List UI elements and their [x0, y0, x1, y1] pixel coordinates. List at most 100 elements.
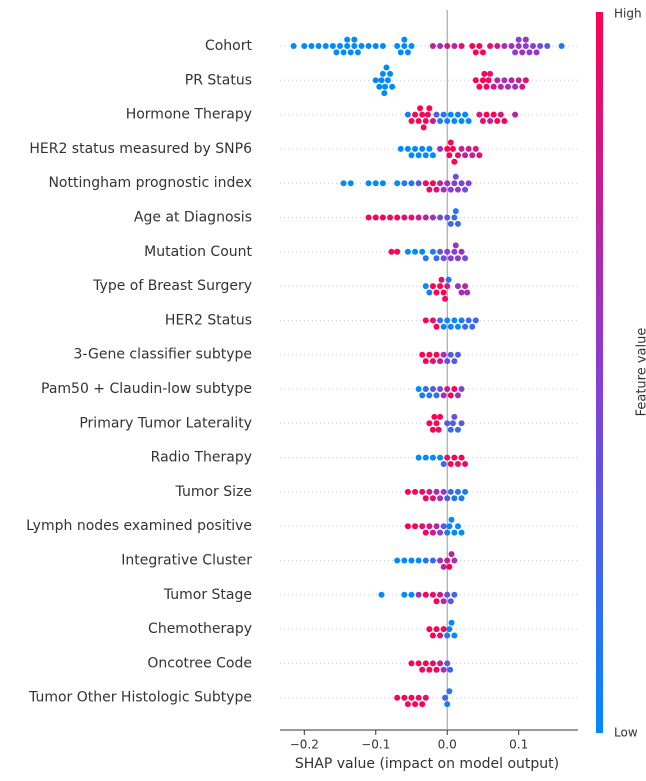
shap-dot	[476, 83, 483, 90]
shap-dot	[437, 660, 444, 667]
shap-dot	[382, 83, 389, 90]
shap-dot	[422, 152, 429, 159]
shap-dot	[420, 124, 427, 131]
shap-dot	[447, 111, 454, 118]
shap-dot	[404, 111, 411, 118]
feature-label: Chemotherapy	[148, 621, 252, 637]
shap-dot	[508, 77, 515, 84]
feature-label: Oncotree Code	[147, 655, 252, 671]
shap-dot	[437, 591, 444, 598]
feature-label: Hormone Therapy	[126, 107, 252, 123]
shap-dot	[412, 145, 419, 152]
x-tick-label: 0.0	[438, 738, 457, 752]
shap-dot	[429, 454, 436, 461]
shap-dot	[437, 632, 444, 639]
shap-dot	[426, 420, 433, 427]
shap-dot	[451, 386, 458, 392]
shap-dot	[322, 43, 329, 49]
feature-label: Tumor Other Histologic Subtype	[28, 690, 252, 706]
shap-dot	[389, 83, 396, 90]
shap-dot	[447, 351, 454, 358]
shap-dot	[437, 214, 444, 221]
shap-dot	[440, 186, 447, 193]
x-axis-label: SHAP value (impact on model output)	[295, 756, 559, 772]
shap-dot	[437, 454, 444, 461]
shap-dot	[448, 551, 455, 558]
shap-dot	[451, 248, 458, 255]
shap-dot	[437, 557, 444, 564]
shap-dot	[447, 598, 454, 605]
shap-dot	[472, 77, 479, 84]
shap-dot	[404, 248, 411, 255]
shap-dot	[419, 392, 426, 399]
shap-dot	[446, 523, 453, 530]
shap-dot	[433, 289, 440, 296]
shap-dot	[529, 43, 536, 49]
shap-dot	[426, 105, 433, 112]
shap-dot	[448, 516, 455, 523]
feature-label: HER2 Status	[165, 312, 252, 328]
shap-dot	[429, 591, 436, 598]
shap-dot	[372, 180, 379, 187]
shap-dot	[444, 420, 451, 427]
shap-dot	[462, 323, 469, 330]
shap-dot	[433, 255, 440, 262]
shap-dot	[437, 317, 444, 324]
feature-label: Radio Therapy	[151, 450, 252, 466]
shap-dot	[429, 386, 436, 392]
shap-dot	[487, 70, 494, 77]
shap-dot	[512, 83, 519, 90]
shap-dot	[419, 488, 426, 495]
shap-dot	[449, 420, 456, 427]
shap-dot	[429, 358, 436, 365]
shap-dot	[451, 43, 458, 49]
shap-dot	[454, 152, 461, 159]
shap-dot	[351, 43, 358, 49]
shap-dot	[472, 317, 479, 324]
shap-dot	[454, 111, 461, 118]
shap-dot	[388, 248, 395, 255]
shap-dot	[444, 214, 451, 221]
shap-dot	[444, 660, 451, 667]
shap-dot	[501, 43, 508, 49]
shap-dot	[446, 626, 453, 633]
shap-dot	[387, 70, 394, 77]
shap-dot	[440, 563, 447, 570]
shap-dot	[522, 43, 529, 49]
shap-dot	[504, 83, 511, 90]
shap-dot	[458, 386, 465, 392]
shap-dot	[451, 495, 458, 502]
feature-label: Lymph nodes examined positive	[26, 518, 252, 534]
shap-dot	[419, 351, 426, 358]
shap-dot	[437, 495, 444, 502]
shap-dot	[401, 557, 408, 564]
shap-dot	[433, 488, 440, 495]
shap-dot	[458, 248, 465, 255]
shap-dot	[447, 392, 454, 399]
shap-dot	[462, 255, 469, 262]
shap-dot	[437, 283, 444, 290]
shap-dot	[431, 413, 438, 420]
shap-dot	[446, 563, 453, 570]
shap-dot	[483, 111, 490, 118]
shap-dot	[429, 283, 436, 290]
shap-dot	[544, 43, 551, 49]
shap-dot	[462, 488, 469, 495]
shap-dot	[462, 111, 469, 118]
shap-dot	[454, 523, 461, 530]
shap-dot	[408, 591, 415, 598]
feature-label: Mutation Count	[144, 244, 252, 260]
feature-label: Primary Tumor Laterality	[79, 415, 252, 431]
shap-dot	[376, 83, 383, 90]
shap-dot	[429, 529, 436, 536]
shap-dot	[329, 43, 336, 49]
feature-label: Nottingham prognostic index	[48, 175, 252, 191]
shap-dot	[408, 694, 415, 701]
shap-dot	[451, 591, 458, 598]
shap-dot	[451, 454, 458, 461]
shap-dot	[347, 49, 354, 56]
shap-dot	[365, 214, 372, 221]
shap-dot	[429, 248, 436, 255]
shap-dot	[417, 105, 424, 112]
